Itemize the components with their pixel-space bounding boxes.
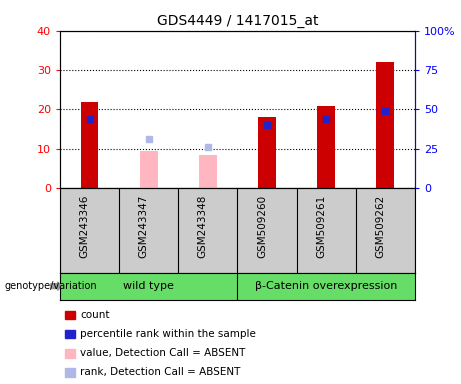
Text: GSM243348: GSM243348 bbox=[198, 195, 208, 258]
Text: wild type: wild type bbox=[123, 281, 174, 291]
Text: GSM509261: GSM509261 bbox=[316, 195, 326, 258]
Bar bbox=[140, 151, 158, 188]
Text: count: count bbox=[80, 310, 110, 320]
Text: GSM509260: GSM509260 bbox=[257, 195, 267, 258]
Text: percentile rank within the sample: percentile rank within the sample bbox=[80, 329, 256, 339]
Text: GSM243347: GSM243347 bbox=[139, 195, 148, 258]
Text: genotype/variation: genotype/variation bbox=[5, 281, 97, 291]
Bar bbox=[377, 62, 394, 188]
Bar bbox=[81, 101, 98, 188]
Text: GSM509262: GSM509262 bbox=[375, 195, 385, 258]
Text: GSM243346: GSM243346 bbox=[79, 195, 89, 258]
Text: rank, Detection Call = ABSENT: rank, Detection Call = ABSENT bbox=[80, 367, 241, 377]
Bar bbox=[258, 118, 276, 188]
Bar bbox=[317, 106, 335, 188]
Text: value, Detection Call = ABSENT: value, Detection Call = ABSENT bbox=[80, 348, 246, 358]
Title: GDS4449 / 1417015_at: GDS4449 / 1417015_at bbox=[157, 14, 318, 28]
Text: β-Catenin overexpression: β-Catenin overexpression bbox=[255, 281, 397, 291]
Bar bbox=[199, 155, 217, 188]
